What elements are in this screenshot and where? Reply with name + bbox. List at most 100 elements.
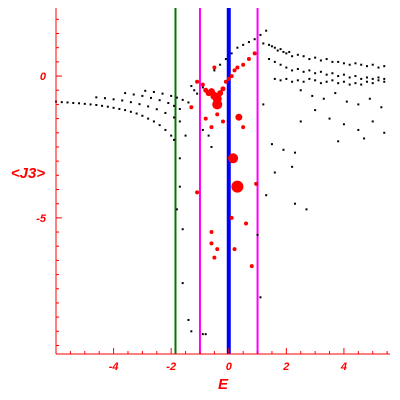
black-point: [164, 111, 167, 114]
black-point: [89, 103, 92, 106]
black-point: [262, 103, 265, 106]
black-point: [118, 107, 121, 110]
red-point: [200, 82, 205, 87]
red-point: [232, 68, 237, 73]
red-point: [223, 79, 228, 84]
black-point: [158, 124, 161, 127]
black-point: [224, 58, 227, 61]
black-point: [279, 79, 282, 82]
black-point: [342, 62, 345, 65]
red-point: [228, 153, 239, 164]
black-point: [288, 50, 291, 53]
red-point: [195, 79, 200, 84]
black-point: [293, 151, 296, 154]
black-point: [83, 102, 86, 105]
black-point: [308, 69, 311, 72]
black-point: [121, 99, 124, 102]
black-point: [103, 97, 106, 100]
data-points: [55, 29, 386, 336]
red-point: [212, 65, 217, 70]
black-point: [279, 48, 282, 51]
red-point: [203, 116, 208, 121]
black-point: [173, 138, 176, 141]
black-point: [331, 60, 334, 63]
black-point: [265, 194, 268, 197]
black-point: [325, 80, 328, 83]
black-point: [305, 208, 308, 211]
black-point: [106, 105, 109, 108]
black-point: [365, 65, 368, 68]
black-point: [253, 38, 256, 41]
red-point: [220, 86, 226, 92]
x-tick-label: 4: [340, 361, 347, 373]
black-point: [360, 77, 363, 80]
axis-labels: -4 -2 0 2 4 0 -5 E <J3>: [11, 71, 347, 393]
black-point: [178, 157, 181, 160]
black-point: [273, 171, 276, 174]
black-point: [296, 67, 299, 70]
black-point: [175, 96, 178, 99]
red-point: [244, 221, 249, 226]
black-point: [178, 120, 181, 123]
red-point: [217, 90, 224, 97]
black-point: [147, 105, 150, 108]
black-point: [383, 131, 386, 134]
black-point: [319, 59, 322, 62]
black-point: [184, 134, 187, 137]
black-point: [371, 63, 374, 66]
red-point: [189, 105, 194, 110]
red-point: [226, 76, 231, 81]
red-point: [254, 181, 259, 186]
black-point: [268, 58, 271, 61]
red-point: [212, 255, 217, 260]
black-point: [383, 65, 386, 68]
black-point: [285, 66, 288, 69]
black-point: [296, 79, 299, 82]
black-point: [371, 82, 374, 85]
black-point: [60, 101, 63, 104]
black-point: [207, 134, 210, 137]
black-point: [299, 120, 302, 123]
black-point: [299, 89, 302, 92]
red-point: [215, 112, 220, 117]
red-point: [209, 241, 214, 246]
black-point: [161, 92, 164, 95]
red-point: [195, 190, 200, 195]
y-tick-label: 0: [40, 71, 47, 83]
black-point: [354, 82, 357, 85]
black-point: [175, 208, 178, 211]
black-point: [383, 80, 386, 83]
black-point: [291, 165, 294, 168]
black-point: [141, 94, 144, 97]
black-point: [291, 69, 294, 72]
black-point: [325, 73, 328, 76]
black-point: [296, 53, 299, 56]
black-point: [178, 107, 181, 110]
black-point: [357, 103, 360, 106]
black-point: [95, 103, 98, 106]
black-point: [273, 77, 276, 80]
x-tick-label: 0: [226, 361, 233, 373]
black-point: [210, 145, 213, 148]
black-point: [273, 46, 276, 49]
black-point: [371, 77, 374, 80]
black-point: [230, 52, 233, 55]
black-point: [325, 58, 328, 61]
black-point: [190, 330, 193, 333]
black-point: [265, 29, 268, 32]
black-point: [144, 89, 147, 92]
black-point: [314, 109, 317, 112]
black-point: [213, 69, 216, 72]
black-point: [319, 82, 322, 85]
black-point: [158, 99, 161, 102]
black-point: [66, 101, 69, 104]
black-point: [342, 123, 345, 126]
black-point: [187, 101, 190, 104]
black-point: [101, 104, 104, 107]
black-point: [138, 103, 141, 106]
black-point: [259, 296, 262, 299]
black-point: [322, 97, 325, 100]
black-point: [219, 63, 222, 66]
black-point: [302, 80, 305, 83]
x-tick-label: -4: [109, 361, 119, 373]
